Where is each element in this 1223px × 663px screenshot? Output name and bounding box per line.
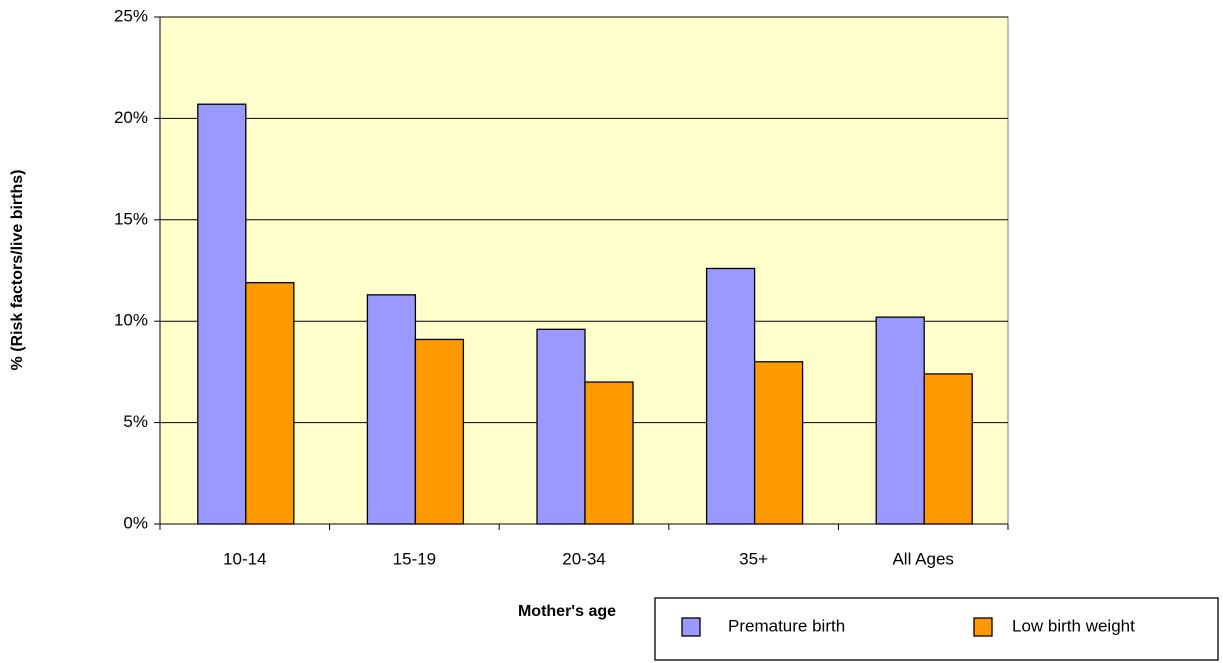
bar: [245, 282, 295, 525]
y-tick-label: 10%: [114, 311, 148, 330]
y-tick-label: 25%: [114, 6, 148, 25]
x-axis-title: Mother's age: [518, 603, 616, 620]
x-tick-label: 10-14: [223, 549, 266, 568]
legend-label: Premature birth: [728, 616, 845, 635]
y-axis-title: % (Risk factors/live births): [9, 170, 26, 371]
bar: [197, 103, 247, 525]
y-tick-label: 0%: [123, 513, 148, 532]
legend-swatch: [973, 617, 993, 637]
x-tick-label: All Ages: [892, 549, 953, 568]
bar: [923, 373, 973, 525]
x-tick-label: 20-34: [562, 549, 605, 568]
bar: [705, 267, 756, 525]
bar: [584, 381, 634, 525]
y-tick-label: 5%: [123, 412, 148, 431]
bar: [875, 316, 925, 525]
bar: [536, 328, 586, 525]
x-tick-label: 35+: [739, 549, 768, 568]
legend-swatch: [681, 617, 701, 637]
y-tick-label: 20%: [114, 108, 148, 127]
bar: [753, 361, 804, 525]
legend-label: Low birth weight: [1012, 616, 1135, 635]
bar: [366, 294, 417, 525]
legend-box: [654, 597, 1219, 661]
y-tick-label: 15%: [114, 209, 148, 228]
bar: [414, 338, 465, 525]
x-tick-label: 15-19: [393, 549, 436, 568]
